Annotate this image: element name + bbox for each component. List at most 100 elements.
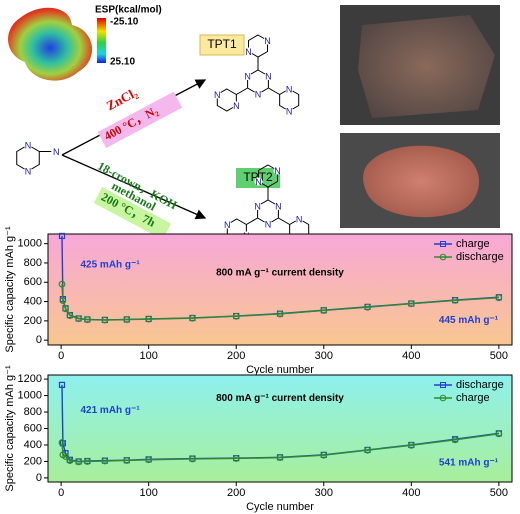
x-tick-label: 0: [58, 487, 64, 499]
atom: N: [264, 36, 271, 46]
data-point: [58, 381, 66, 388]
data-point: [59, 297, 67, 305]
atom-bg: [223, 220, 232, 229]
y-tick-label: 200: [24, 315, 42, 327]
data-point: [407, 441, 415, 449]
data-point: [145, 315, 153, 323]
atom-bg: [273, 166, 282, 175]
bond: [268, 87, 280, 95]
data-point: [123, 316, 131, 324]
atom-bg: [274, 202, 283, 210]
x-tick-label: 500: [490, 487, 508, 499]
atom-bg: [24, 141, 32, 149]
data-point: [495, 294, 503, 302]
y-tick-label: 600: [24, 276, 42, 288]
legend-label: charge: [456, 392, 490, 404]
atom-bg: [264, 220, 272, 228]
y-axis-label: Specific capacity mAh g⁻¹: [4, 365, 16, 492]
y-tick-label: 600: [24, 422, 42, 434]
atom: N: [265, 219, 272, 229]
data-point: [232, 312, 240, 320]
data-point: [83, 316, 91, 324]
data-point: [62, 453, 69, 460]
x-tick-label: 200: [227, 487, 245, 499]
data-point: [58, 280, 66, 288]
atom-bg: [213, 90, 222, 99]
x-axis-label: Cycle number: [246, 364, 314, 376]
atom-bg: [254, 177, 263, 186]
atom-bg: [232, 101, 241, 110]
atom-bg: [285, 85, 294, 93]
data-point: [364, 303, 371, 311]
y-axis-label: Specific capacity mAh g⁻¹: [4, 226, 16, 353]
atom: N: [254, 201, 261, 211]
data-point: [75, 458, 83, 466]
atom: N: [296, 214, 303, 224]
x-tick-label: 300: [315, 350, 333, 362]
data-point: [189, 455, 196, 463]
y-tick-label: 400: [24, 439, 42, 451]
atom: N: [25, 166, 32, 176]
plot-background: [47, 374, 513, 483]
atom-bg: [285, 107, 294, 115]
color-bar: [97, 18, 106, 63]
x-tick-label: 300: [315, 487, 333, 499]
data-point: [320, 451, 328, 459]
annotation: 800 mA g⁻¹ current density: [216, 393, 344, 404]
legend-label: charge: [456, 238, 490, 250]
bond: [236, 87, 248, 95]
esp-map: [8, 7, 93, 81]
legend-marker: [440, 241, 446, 247]
y-tick-label: 1200: [18, 373, 42, 385]
atom: N: [53, 147, 60, 157]
x-tick-label: 200: [227, 350, 245, 362]
legend-marker: [439, 394, 447, 402]
atom: N: [286, 106, 293, 116]
data-point: [58, 439, 66, 446]
legend-marker: [440, 382, 446, 388]
data-point: [276, 310, 284, 318]
data-point: [364, 446, 371, 454]
atom-bg: [254, 90, 262, 98]
atom: N: [224, 220, 231, 230]
annotation: 421 mAh g⁻¹: [80, 405, 140, 416]
data-point: [101, 457, 109, 465]
data-point: [101, 316, 109, 324]
reagent: ZnCl₂: [104, 85, 140, 114]
x-tick-label: 500: [490, 350, 508, 362]
bond: [278, 217, 290, 225]
legend-marker: [439, 253, 447, 261]
bond: [246, 217, 258, 225]
y-tick-label: 200: [24, 455, 42, 467]
x-tick-label: 100: [139, 487, 157, 499]
arrow: [61, 154, 207, 220]
y-tick-label: 800: [24, 406, 42, 418]
sem-particle: [358, 15, 495, 118]
atom: N: [275, 201, 282, 211]
x-tick-label: 400: [402, 350, 420, 362]
sem-particle: [363, 145, 480, 218]
plot-background: [47, 233, 513, 346]
atom: N: [25, 140, 32, 150]
data-point: [62, 305, 69, 313]
atom: N: [265, 71, 272, 81]
legend-label: discharge: [456, 379, 504, 391]
legend-label: discharge: [456, 251, 504, 263]
esp-min: 25.10: [110, 57, 135, 68]
data-point: [407, 300, 415, 308]
x-axis-label: Cycle number: [246, 501, 314, 513]
data-point: [145, 456, 153, 464]
atom: N: [233, 101, 240, 111]
annotation: 541 mAh g⁻¹: [439, 457, 499, 468]
x-tick-label: 0: [58, 350, 64, 362]
annotation: 425 mAh g⁻¹: [80, 260, 140, 271]
x-tick-label: 100: [139, 350, 157, 362]
y-tick-label: 1000: [18, 238, 42, 250]
atom-bg: [253, 202, 262, 210]
data-point: [276, 454, 284, 462]
data-point: [75, 315, 83, 323]
y-tick-label: 1000: [18, 389, 42, 401]
atom: N: [214, 90, 221, 100]
atom-bg: [264, 72, 273, 80]
atom: N: [245, 47, 252, 57]
